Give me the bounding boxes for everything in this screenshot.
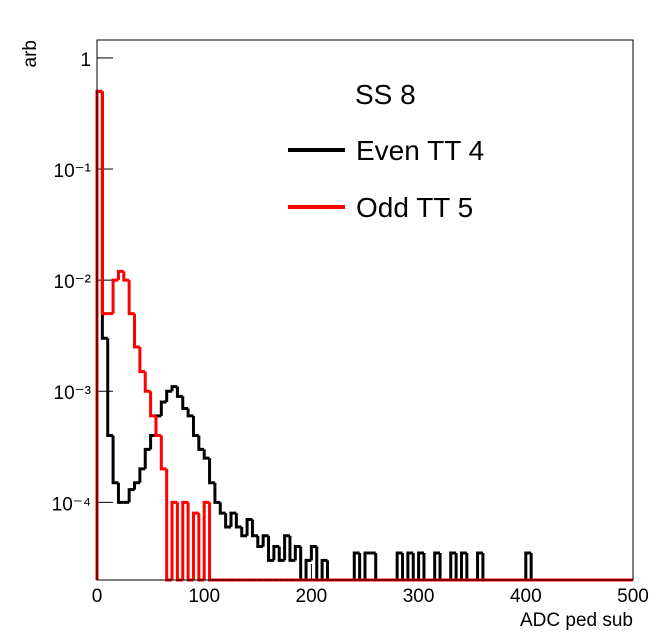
y-tick-label: 10⁻⁴ [52,494,91,515]
histogram-bin [100,91,108,316]
histogram-bin [459,551,467,580]
histogram-bin [127,488,135,503]
y-tick-label: 10⁻² [54,272,92,293]
histogram-bin [149,433,156,450]
histogram-bin [229,511,237,527]
histogram-bin [234,513,242,529]
x-tick-label: 100 [188,586,220,607]
histogram-bin [240,526,248,538]
x-tick-label: 500 [617,586,649,607]
histogram-bin [122,271,130,282]
histogram-bin [288,535,296,562]
histogram-bin [213,482,221,504]
histogram-bin [417,551,424,580]
histogram-bin [395,551,403,580]
histogram-bin [111,278,119,314]
histogram-bin [202,449,210,460]
histogram-bin [154,415,162,437]
histogram-bin [277,546,285,562]
histogram-bin [406,551,414,580]
y-tick-label: 10⁻³ [54,383,92,404]
histogram-bin [181,500,189,580]
histogram-bin [202,500,210,580]
legend-label: Even TT 4 [356,135,484,166]
histogram-bin [116,482,124,504]
histogram-bin [304,558,312,580]
histogram-bin [170,500,178,580]
histogram-bin [261,534,269,547]
x-tick-label: 0 [92,586,103,607]
histogram-bin [208,458,215,485]
histogram-bin [133,313,140,349]
histogram-bin [149,391,156,418]
legend-title: SS 8 [355,79,416,110]
histogram-bin [524,551,532,580]
histogram-bin [116,269,124,281]
histogram-bin [143,371,151,393]
x-tick-label: 400 [510,586,542,607]
y-axis-label: arb [20,40,41,67]
histogram-bin [175,386,183,398]
x-tick-label: 300 [403,586,435,607]
legend-label: Odd TT 5 [356,192,473,223]
histogram-bin [133,481,140,490]
histogram-bin [320,558,328,580]
x-axis-label: ADC ped sub [520,610,633,631]
histogram-bin [363,551,371,580]
histogram-bin [256,535,264,549]
y-tick-label: 1 [80,50,91,71]
y-tick-label: 10⁻¹ [54,161,92,182]
histogram-bin [181,396,189,410]
histogram-bin [283,534,290,561]
histogram-bin [267,535,274,562]
histogram-bin [106,338,114,437]
histogram-bin [138,467,146,483]
histogram-bin [159,400,167,416]
histogram-bin [224,513,231,529]
histogram-bin [218,502,226,515]
histogram-bin [170,385,178,392]
histogram-bin [165,389,173,403]
histogram-bin [138,347,146,374]
x-tick-label: 200 [296,586,328,607]
histogram-bin [111,435,119,485]
histogram-bin [250,519,258,538]
histogram-bin [127,280,135,316]
histogram-bin [191,511,199,580]
histogram-bin [309,545,317,561]
histogram-bin [272,545,280,561]
histogram-bin [352,551,360,580]
histogram-bin [159,435,167,471]
histogram-bin [433,551,441,580]
histogram-bin [186,408,194,418]
histogram-bin [449,551,457,580]
histogram-bin [293,545,301,561]
histogram-bin [197,435,205,451]
histogram-bin [191,415,199,437]
histogram-bin [143,447,151,469]
plot-frame [96,39,634,581]
histogram-bin [245,518,253,536]
histogram-bin [476,551,483,580]
